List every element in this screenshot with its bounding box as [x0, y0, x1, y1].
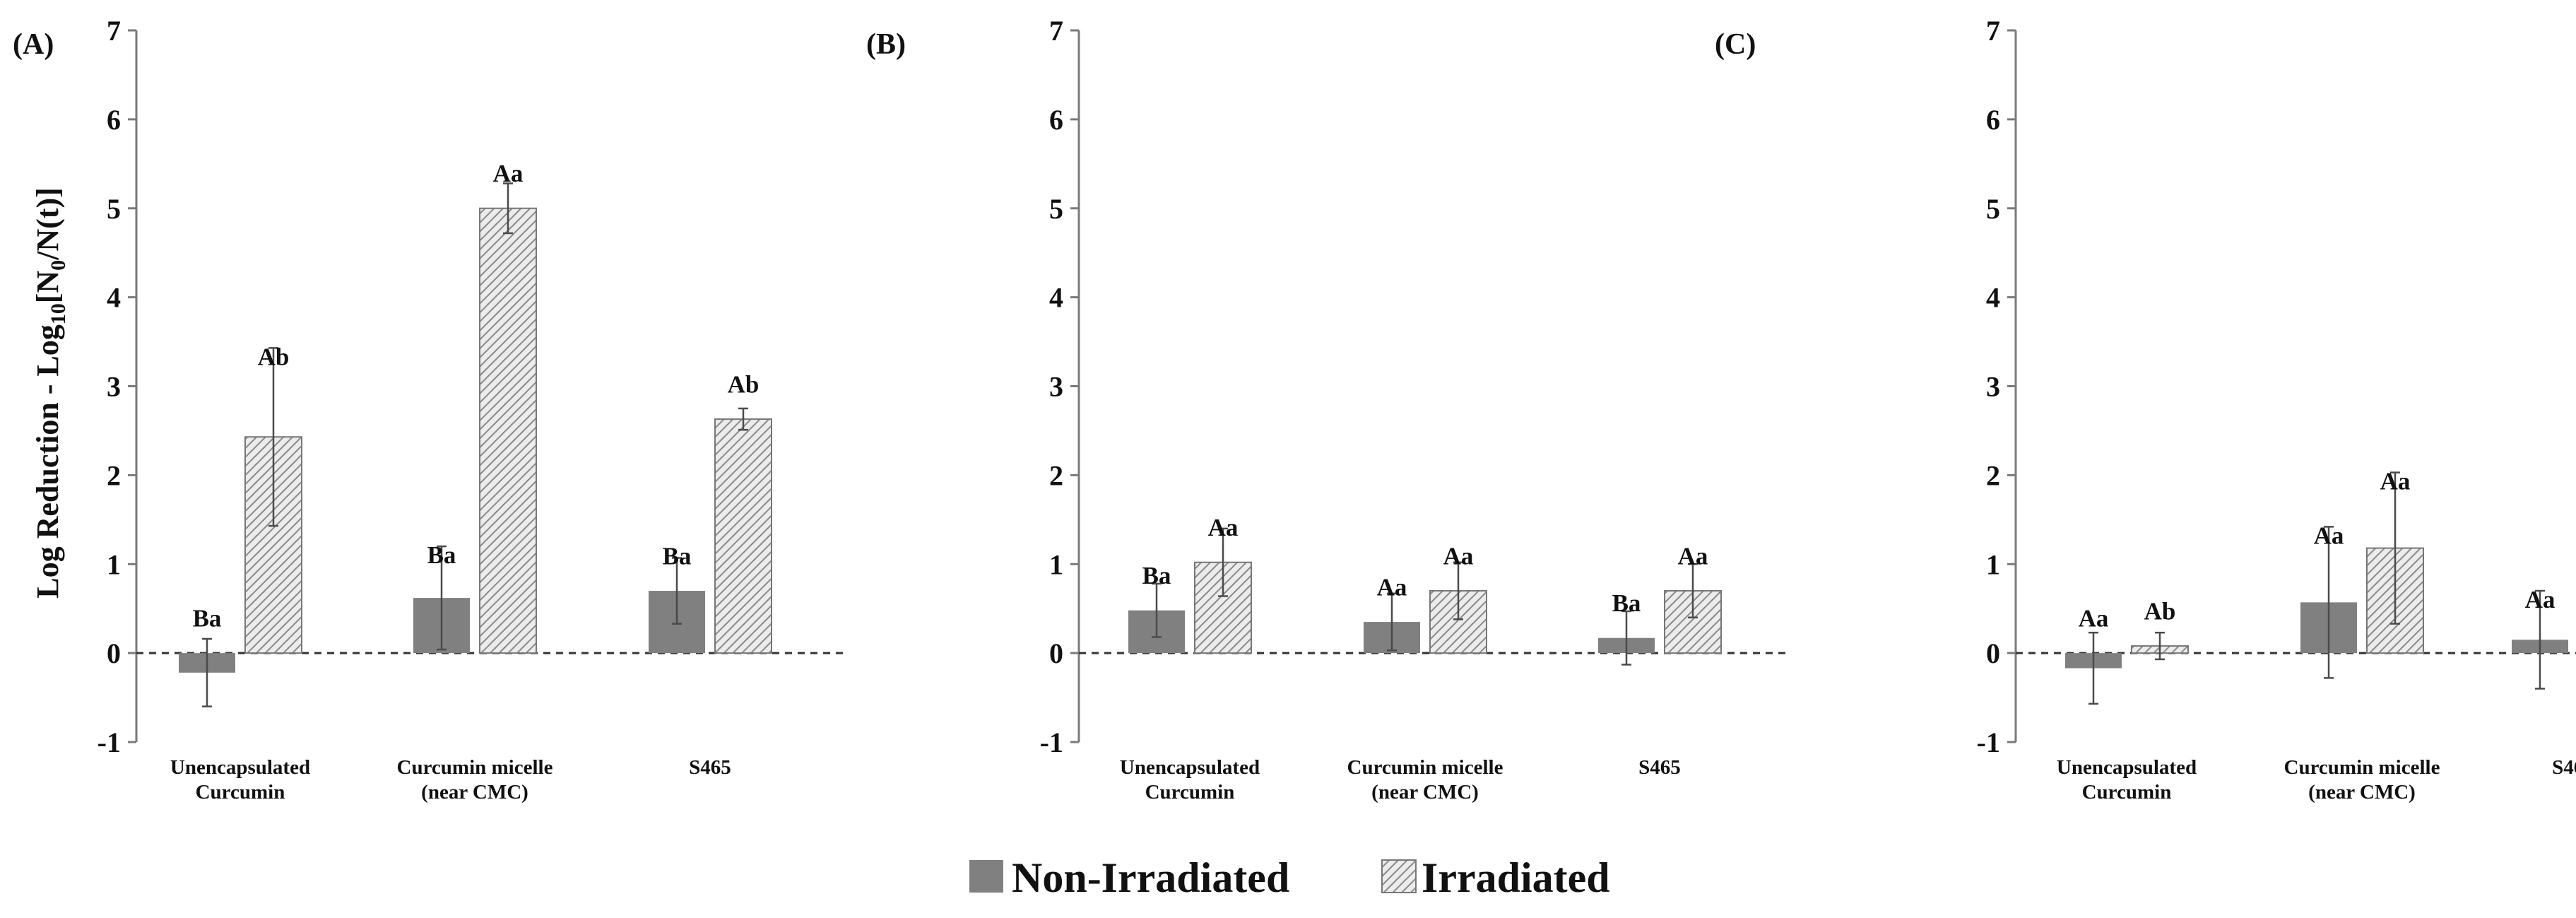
significance-label: Ba: [1612, 589, 1641, 617]
category-label: Curcumin micelle: [397, 756, 553, 779]
category-label: Unencapsulated: [1120, 756, 1260, 779]
significance-label: Aa: [2079, 604, 2109, 632]
significance-label: Aa: [1678, 542, 1708, 570]
y-tick-label: 7: [1986, 15, 2000, 47]
y-tick-label: 7: [1049, 15, 1063, 47]
category-label: Curcumin: [1145, 781, 1235, 804]
legend-label-irradiated: Irradiated: [1422, 854, 1610, 901]
legend-swatch-non-irradiated: [969, 860, 1003, 893]
significance-label: Ba: [427, 541, 456, 569]
y-tick-label: 3: [1049, 371, 1063, 403]
y-tick-label: 1: [1986, 548, 2000, 580]
y-tick-label: 4: [1986, 282, 2000, 314]
legend: Non-Irradiated Irradiated: [969, 854, 1610, 901]
y-tick-label: 6: [107, 104, 121, 136]
y-tick-label: -1: [1977, 726, 2000, 758]
y-tick-label: 5: [1049, 193, 1063, 225]
y-tick-label: 2: [1049, 459, 1063, 491]
y-tick-label: 4: [1049, 282, 1063, 314]
y-tick-label: 3: [1986, 371, 2000, 403]
category-label: Curcumin: [196, 781, 285, 804]
y-tick-label: 5: [107, 193, 121, 225]
panel-label: (B): [866, 28, 906, 61]
category-label: S465: [689, 756, 731, 779]
y-tick-label: 2: [1986, 459, 2000, 491]
y-tick-label: -1: [1040, 726, 1063, 758]
significance-label: Aa: [1443, 542, 1474, 570]
y-tick-label: 0: [1986, 637, 2000, 669]
significance-label: Aa: [1377, 573, 1407, 601]
y-tick-label: 3: [107, 371, 121, 403]
category-label: Unencapsulated: [170, 756, 310, 779]
legend-label-non-irradiated: Non-Irradiated: [1012, 854, 1289, 901]
panel-label: (C): [1715, 28, 1756, 61]
category-label: Curcumin: [2082, 781, 2172, 804]
significance-label: Aa: [2380, 468, 2411, 495]
y-tick-label: 4: [107, 282, 121, 314]
significance-label: Ab: [2144, 597, 2176, 625]
category-label: (near CMC): [1371, 781, 1479, 804]
significance-label: Aa: [2314, 522, 2344, 549]
y-tick-label: 7: [107, 15, 121, 47]
category-label: (near CMC): [421, 781, 528, 804]
bar-irradiated: [479, 207, 537, 654]
y-tick-label: 0: [1049, 637, 1063, 669]
bar-irradiated: [714, 418, 772, 654]
significance-label: Aa: [2525, 586, 2556, 613]
significance-label: Aa: [1208, 514, 1239, 541]
category-label: S465: [1638, 756, 1681, 779]
y-tick-label: -1: [98, 726, 121, 758]
y-tick-label: 6: [1049, 104, 1063, 136]
significance-label: Aa: [493, 160, 524, 187]
y-tick-label: 1: [1049, 548, 1063, 580]
significance-label: Ba: [1142, 562, 1171, 589]
legend-swatch-irradiated: [1381, 859, 1417, 893]
y-tick-label: 0: [107, 637, 121, 669]
significance-label: Ab: [728, 370, 760, 398]
category-label: Unencapsulated: [2057, 756, 2197, 779]
significance-label: Ba: [193, 604, 222, 632]
category-label: Curcumin micelle: [1347, 756, 1503, 779]
category-label: (near CMC): [2308, 781, 2416, 804]
y-tick-label: 1: [107, 548, 121, 580]
y-tick-label: 5: [1986, 193, 2000, 225]
y-tick-label: 6: [1986, 104, 2000, 136]
y-tick-label: 2: [107, 459, 121, 491]
significance-label: Ab: [258, 343, 290, 370]
significance-label: Ba: [663, 542, 692, 570]
y-axis-label: Log Reduction - Log10[N0/N(t)]: [30, 187, 70, 599]
panel-label: (A): [13, 28, 54, 61]
category-label: Curcumin micelle: [2284, 756, 2440, 779]
category-label: S465: [2552, 756, 2576, 779]
